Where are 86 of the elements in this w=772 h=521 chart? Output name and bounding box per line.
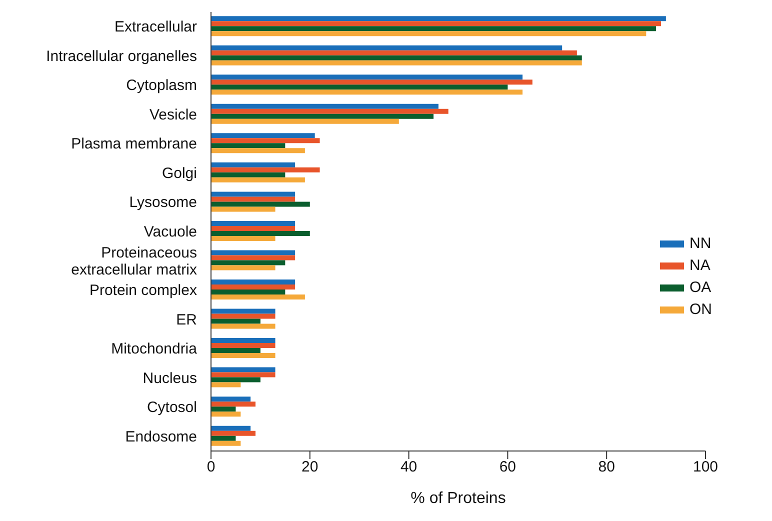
legend-label: ON <box>690 300 712 320</box>
bar <box>211 118 399 124</box>
bar <box>211 16 666 22</box>
y-tick-label: Cytoplasm <box>126 76 197 94</box>
bar <box>211 202 310 207</box>
bar <box>211 143 286 148</box>
bar <box>211 226 296 231</box>
bar <box>211 172 286 178</box>
bar <box>211 377 260 382</box>
bar <box>211 382 241 388</box>
bar <box>211 104 438 109</box>
legend-label: OA <box>690 278 712 298</box>
bar <box>211 220 296 226</box>
bar <box>211 255 296 260</box>
bar <box>211 230 310 236</box>
bar <box>211 343 276 348</box>
bar <box>211 367 276 372</box>
y-tick-label: Cytosol <box>146 398 197 416</box>
y-tick-label: Intracellular organelles <box>46 47 197 64</box>
bar <box>211 324 276 329</box>
bar <box>211 50 577 56</box>
bar <box>211 440 241 446</box>
x-tick-label: 60 <box>499 458 516 476</box>
y-tick-label: ER <box>176 310 198 328</box>
legend-label: NN <box>690 234 712 254</box>
bar <box>211 402 256 407</box>
bar <box>211 60 582 66</box>
bar <box>211 21 661 26</box>
y-tick-label: Mitochondria <box>111 340 198 358</box>
bar <box>211 260 286 266</box>
bar <box>211 279 296 284</box>
bar <box>211 162 296 168</box>
bar <box>211 265 276 270</box>
bar <box>211 250 296 256</box>
bar <box>211 406 236 412</box>
x-tick-label: 100 <box>692 458 718 476</box>
bar <box>211 430 256 436</box>
bar <box>211 45 562 50</box>
y-tick-label: Proteinaceous extracellular matrix <box>71 244 198 278</box>
bar <box>211 138 320 144</box>
bar <box>211 308 276 314</box>
bar <box>211 84 508 90</box>
bar <box>211 338 276 344</box>
bar <box>211 26 656 32</box>
bar <box>211 114 434 119</box>
x-tick-label: 80 <box>598 458 615 476</box>
bar <box>211 372 276 378</box>
bar <box>211 289 286 294</box>
bar <box>211 196 296 202</box>
y-tick-label: Golgi <box>162 164 197 182</box>
x-tick-label: 0 <box>206 458 216 476</box>
bar <box>211 192 296 197</box>
bar <box>211 74 523 80</box>
x-tick-label: 20 <box>302 458 318 476</box>
y-tick-label: Vacuole <box>144 223 197 240</box>
bar <box>211 167 320 172</box>
x-tick-label: 40 <box>400 458 418 476</box>
bar <box>211 348 260 354</box>
bar <box>211 236 276 241</box>
bar <box>211 318 260 324</box>
bar <box>211 108 448 114</box>
x-axis-title: % of Proteins <box>410 490 506 507</box>
bar <box>211 284 296 290</box>
y-tick-label: Lysosome <box>129 194 197 211</box>
bar <box>211 148 305 154</box>
bar <box>211 426 251 431</box>
y-tick-label: Protein complex <box>89 282 198 299</box>
bar <box>211 31 646 36</box>
bar <box>211 133 315 138</box>
bar <box>211 396 251 402</box>
bar <box>211 80 532 85</box>
y-tick-label: Nucleus <box>142 369 197 386</box>
bar <box>211 177 305 182</box>
bar <box>211 294 305 300</box>
y-tick-label: Plasma membrane <box>71 135 197 152</box>
y-tick-label: Extracellular <box>114 18 198 36</box>
bar <box>211 353 276 358</box>
bar <box>211 55 582 60</box>
bar <box>211 90 523 95</box>
bar <box>211 314 276 319</box>
y-tick-label: Vesicle <box>149 106 197 123</box>
y-tick-label: Endosome <box>125 428 197 445</box>
bar <box>211 436 236 441</box>
bar <box>211 206 276 212</box>
legend-label: NA <box>690 256 710 276</box>
bar <box>211 412 241 417</box>
